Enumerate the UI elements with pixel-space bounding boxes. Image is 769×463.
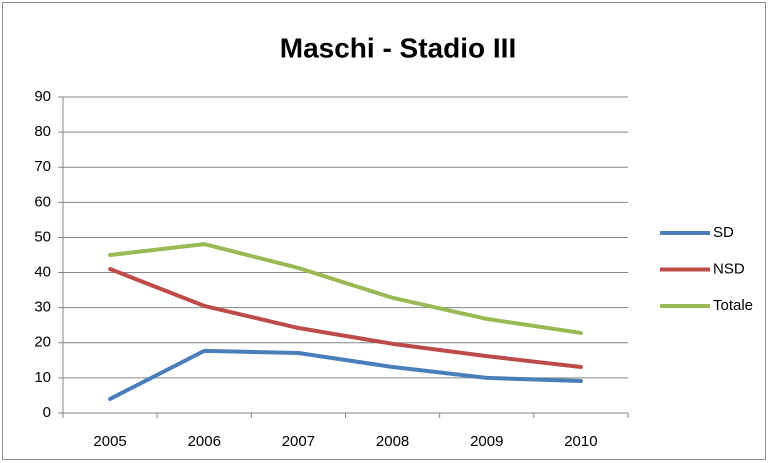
y-tick-label: 50 — [34, 228, 51, 245]
y-tick-label: 70 — [34, 158, 51, 175]
y-tick-label: 30 — [34, 299, 51, 316]
legend-label: Totale — [713, 297, 753, 314]
y-tick-label: 10 — [34, 369, 51, 386]
series-line — [108, 267, 583, 370]
y-tick-label: 0 — [43, 404, 51, 421]
x-tick-label: 2009 — [470, 433, 503, 450]
x-tick-label: 2010 — [564, 433, 597, 450]
y-tick-label: 20 — [34, 334, 51, 351]
y-tick-label: 40 — [34, 264, 51, 281]
legend-label: NSD — [713, 260, 745, 277]
x-tick-label: 2008 — [376, 433, 409, 450]
x-tick-label: 2007 — [282, 433, 315, 450]
y-tick-label: 60 — [34, 193, 51, 210]
chart-title: Maschi - Stadio III — [280, 32, 516, 63]
series-line — [108, 348, 583, 401]
legend-label: SD — [713, 224, 734, 241]
x-tick-label: 2005 — [93, 433, 126, 450]
y-tick-label: 90 — [34, 88, 51, 105]
x-tick-label: 2006 — [188, 433, 221, 450]
y-tick-label: 80 — [34, 123, 51, 140]
series-line — [108, 242, 583, 335]
